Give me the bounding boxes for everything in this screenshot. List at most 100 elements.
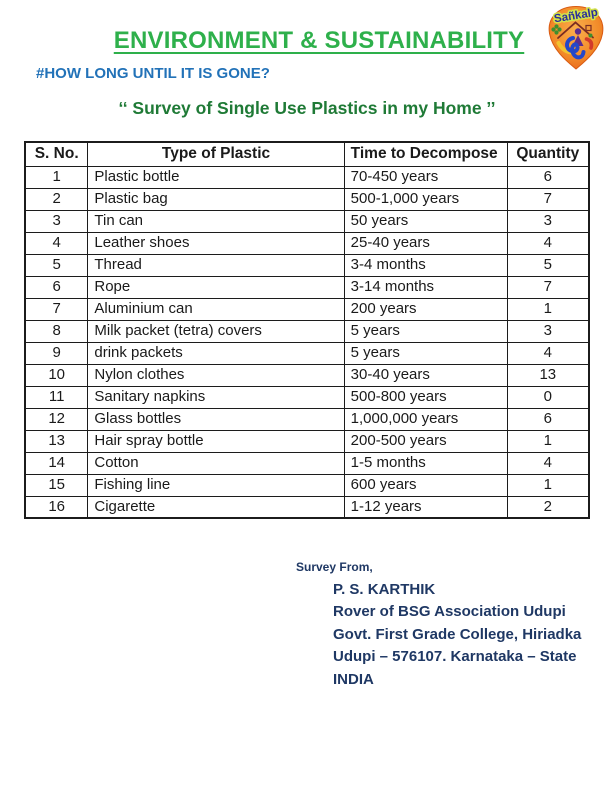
survey-title: ‘‘ Survey of Single Use Plastics in my H… [118,98,496,118]
clover-icon [551,24,562,35]
table-cell: 200 years [343,297,508,321]
surveyor-country: INDIA [333,670,374,688]
table-cell: 5 years [343,341,508,365]
table-cell: 30-40 years [343,363,508,387]
table-cell: 1 [506,473,590,497]
table-row: 12 Glass bottles 1,000,000 years 6 [24,407,590,431]
column-header-quantity: Quantity [506,141,590,167]
table-cell: 6 [506,407,590,431]
column-header-time: Time to Decompose [343,141,508,167]
sankalp-logo: Sañkalp Sañkalp [544,3,608,73]
table-row: 14 Cotton 1-5 months 4 [24,451,590,475]
column-header-type: Type of Plastic [87,141,345,167]
table-cell: Fishing line [87,473,345,497]
table-cell: Thread [87,253,345,277]
table-cell: 500-800 years [343,385,508,409]
table-row: 2 Plastic bag 500-1,000 years 7 [24,187,590,211]
table-cell: 70-450 years [343,165,508,189]
table-cell: Glass bottles [87,407,345,431]
table-cell: 5 years [343,319,508,343]
table-cell: 4 [506,231,590,255]
table-cell: 4 [506,341,590,365]
table-cell: 5 [24,253,89,277]
table-cell: 6 [24,275,89,299]
table-cell: 14 [24,451,89,475]
table-cell: 25-40 years [343,231,508,255]
table-header-row: S. No. Type of Plastic Time to Decompose… [24,141,590,167]
house-window-icon [585,24,592,32]
survey-from-label: Survey From, [296,560,373,574]
table-cell: Plastic bag [87,187,345,211]
surveyor-college: Govt. First Grade College, Hiriadka [333,625,582,643]
table-cell: 7 [24,297,89,321]
table-cell: 15 [24,473,89,497]
table-row: 5 Thread 3-4 months 5 [24,253,590,277]
table-cell: 0 [506,385,590,409]
hashtag-heading: #HOW LONG UNTIL IT IS GONE? [36,65,270,82]
plastics-survey-table: S. No. Type of Plastic Time to Decompose… [24,141,590,519]
table-cell: 5 [506,253,590,277]
table-cell: 4 [24,231,89,255]
table-cell: 1 [506,429,590,453]
table-cell: 50 years [343,209,508,233]
table-cell: 4 [506,451,590,475]
table-cell: Sanitary napkins [87,385,345,409]
table-cell: drink packets [87,341,345,365]
table-cell: 1 [506,297,590,321]
house-icon [557,21,594,39]
table-row: 3 Tin can 50 years 3 [24,209,590,233]
table-cell: 500-1,000 years [343,187,508,211]
table-cell: 1-12 years [343,495,508,519]
table-cell: 3-14 months [343,275,508,299]
table-cell: 12 [24,407,89,431]
table-cell: 1 [24,165,89,189]
survey-from-block: P. S. KARTHIK Rover of BSG Association U… [333,579,581,691]
table-cell: 3 [506,209,590,233]
table-body: 1 Plastic bottle 70-450 years 6 2 Plastic bag… [24,165,590,519]
table-row: 1 Plastic bottle 70-450 years 6 [24,165,590,189]
table-cell: 200-500 years [343,429,508,453]
table-cell: Milk packet (tetra) covers [87,319,345,343]
table-cell: 9 [24,341,89,365]
table-cell: 2 [24,187,89,211]
table-cell: 13 [24,429,89,453]
table-cell: 3 [24,209,89,233]
table-cell: Plastic bottle [87,165,345,189]
table-cell: Cotton [87,451,345,475]
table-row: 10 Nylon clothes 30-40 years 13 [24,363,590,387]
table-cell: 1-5 months [343,451,508,475]
table-cell: Tin can [87,209,345,233]
table-header: S. No. Type of Plastic Time to Decompose… [24,141,590,167]
table-cell: Leather shoes [87,231,345,255]
blue-swirl-icon [565,36,586,60]
table-cell: 2 [506,495,590,519]
column-header-sno: S. No. [24,141,89,167]
table-cell: 7 [506,187,590,211]
table-cell: 8 [24,319,89,343]
table-cell: 16 [24,495,89,519]
table-row: 11 Sanitary napkins 500-800 years 0 [24,385,590,409]
table-cell: 1,000,000 years [343,407,508,431]
logo-shield-shape [548,5,604,70]
surveyor-address: Udupi – 576107. Karnataka – State [333,648,577,666]
surveyor-name: P. S. KARTHIK [333,581,436,598]
table-row: 6 Rope 3-14 months 7 [24,275,590,299]
surveyor-role: Rover of BSG Association Udupi [333,603,566,621]
table-cell: 3-4 months [343,253,508,277]
table-cell: Rope [87,275,345,299]
table-cell: 6 [506,165,590,189]
table-row: 16 Cigarette 1-12 years 2 [24,495,590,519]
page-title: ENVIRONMENT & SUSTAINABILITY [113,27,525,54]
table-cell: Hair spray bottle [87,429,345,453]
table-row: 13 Hair spray bottle 200-500 years 1 [24,429,590,453]
table-row: 7 Aluminium can 200 years 1 [24,297,590,321]
red-figure-icon [584,33,594,50]
table-cell: Cigarette [87,495,345,519]
table-cell: Aluminium can [87,297,345,321]
table-row: 8 Milk packet (tetra) covers 5 years 3 [24,319,590,343]
table-row: 4 Leather shoes 25-40 years 4 [24,231,590,255]
table-cell: 13 [506,363,590,387]
table-cell: 3 [506,319,590,343]
table-row: 9 drink packets 5 years 4 [24,341,590,365]
